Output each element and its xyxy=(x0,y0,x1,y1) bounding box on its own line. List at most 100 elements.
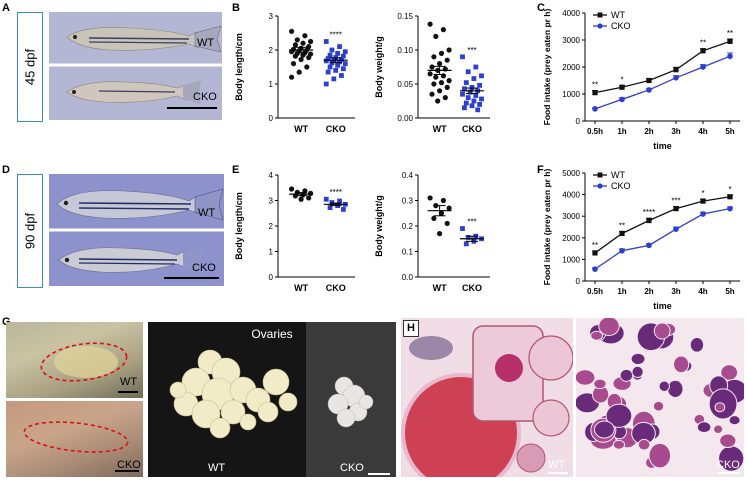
y-tick-label: 3 xyxy=(269,197,274,206)
cko-data-point xyxy=(337,59,342,65)
wt-data-point xyxy=(727,38,733,44)
y-axis-label: Body length/cm xyxy=(234,192,244,260)
wt-data-point xyxy=(437,231,443,237)
legend-wt-marker xyxy=(597,172,603,178)
cko-label-ovaries: CKO xyxy=(340,462,364,474)
x-axis-label: time xyxy=(653,301,672,311)
significance-marker: ** xyxy=(727,29,733,38)
wt-fish-90dpf xyxy=(56,188,224,221)
cko-fish-90dpf xyxy=(58,246,205,274)
oocyte xyxy=(728,415,741,426)
cko-data-point xyxy=(475,107,481,113)
body-weight-chart-45dpf: 0.00 0.05 0.10 0.15 Body weight/g WT CKO *** xyxy=(374,12,490,134)
food-intake-chart-90dpf: 0 1000 2000 3000 4000 5000 0.5h 1h 2h 3h 4h 5h time F… xyxy=(542,169,740,311)
wt-data-point xyxy=(437,88,443,94)
wt-data-point xyxy=(300,52,306,58)
wt-label-histology: WT xyxy=(548,459,566,471)
oocyte xyxy=(598,318,620,336)
wt-data-point xyxy=(592,90,598,96)
wt-data-point xyxy=(306,54,312,61)
body-length-chart-90dpf: 0 1 2 3 4 Body length/cm WT CKO **** xyxy=(234,171,355,293)
cko-label-abdomen: CKO xyxy=(117,459,141,471)
cko-ovary xyxy=(327,376,374,428)
significance-marker: **** xyxy=(330,31,342,40)
cko-data-point xyxy=(340,66,346,72)
x-tick-label: 0.5h xyxy=(587,287,603,296)
wt-data-point xyxy=(289,186,295,192)
cko-data-point xyxy=(673,75,679,81)
significance-marker: ** xyxy=(619,221,625,230)
significance-marker: **** xyxy=(643,208,655,217)
y-tick-label: 0.2 xyxy=(402,222,414,231)
legend-cko-marker xyxy=(597,23,603,29)
fish-illustration-45dpf xyxy=(49,25,222,104)
cko-data-point xyxy=(471,76,477,81)
wt-series-line xyxy=(594,196,731,254)
cko-data-point xyxy=(479,73,484,79)
x-tick-label: WT xyxy=(433,124,447,134)
x-tick-label: CKO xyxy=(462,124,482,134)
wt-data-point xyxy=(290,61,297,67)
y-tick-label: 0 xyxy=(576,277,581,286)
wt-data-point xyxy=(431,215,437,221)
wt-data-point xyxy=(700,198,706,204)
significance-marker: *** xyxy=(467,46,476,55)
cko-data-point xyxy=(331,76,337,82)
oocyte xyxy=(631,365,644,378)
wt-data-point xyxy=(429,91,435,97)
y-tick-label: 0.1 xyxy=(402,248,414,257)
oocyte xyxy=(658,380,670,393)
y-tick-label: 0.10 xyxy=(397,46,413,55)
legend-wt-label: WT xyxy=(611,170,625,180)
cko-data-point xyxy=(463,241,469,247)
stage-label-45dpf: 45 dpf xyxy=(22,48,38,86)
legend-cko-label: CKO xyxy=(611,21,631,31)
y-tick-label: 0.15 xyxy=(397,12,413,21)
cko-fish-45dpf xyxy=(66,80,201,104)
cko-data-point xyxy=(329,200,335,205)
y-tick-label: 0.4 xyxy=(402,171,414,180)
legend-cko-marker xyxy=(597,183,603,189)
x-tick-label: 5h xyxy=(725,127,734,136)
cko-data-point xyxy=(323,81,329,87)
scale-bar-wt-abdomen xyxy=(118,391,138,393)
cko-data-point xyxy=(342,49,348,55)
scale-bar-ovaries xyxy=(368,473,390,475)
cko-data-point xyxy=(339,73,344,78)
body-weight-chart-90dpf: 0.0 0.1 0.2 0.3 0.4 Body weight/g WT CKO *** xyxy=(374,171,490,293)
wt-data-point xyxy=(433,74,439,80)
cko-data-point xyxy=(460,226,465,231)
cko-data-point xyxy=(477,102,482,107)
x-tick-label: CKO xyxy=(326,124,346,134)
y-axis-label: Body length/cm xyxy=(234,33,244,101)
cko-data-point xyxy=(700,211,706,217)
cko-data-point xyxy=(323,58,329,64)
y-axis-label: Food intake (prey eaten pr h) xyxy=(542,169,552,286)
x-tick-label: 4h xyxy=(698,127,707,136)
y-tick-label: 3 xyxy=(269,12,274,21)
cko-data-point xyxy=(592,106,598,112)
wt-data-point xyxy=(437,61,443,67)
x-tick-label: 3h xyxy=(671,287,680,296)
significance-marker: ** xyxy=(592,80,598,89)
panel-label-c: C xyxy=(537,2,545,14)
oocyte xyxy=(719,433,737,449)
wt-data-point xyxy=(438,210,445,216)
wt-data-point xyxy=(646,217,652,224)
wt-data-point xyxy=(619,230,625,237)
wt-series-line xyxy=(594,40,731,94)
x-tick-label: 5h xyxy=(725,287,734,296)
histology-wt: H WT xyxy=(401,318,573,477)
x-tick-label: WT xyxy=(294,283,308,293)
cko-data-point xyxy=(463,80,469,86)
wt-abdomen-photo: WT xyxy=(6,322,143,398)
wt-data-point xyxy=(446,78,452,84)
panel-label-b: B xyxy=(232,2,240,14)
cko-data-point xyxy=(479,96,484,102)
cko-ovary-outline-svg xyxy=(23,421,129,453)
y-tick-label: 1000 xyxy=(562,255,580,264)
y-tick-label: 0 xyxy=(576,117,581,126)
oocyte xyxy=(653,322,671,340)
x-tick-label: WT xyxy=(433,283,447,293)
cko-ovary-outline xyxy=(23,421,129,453)
